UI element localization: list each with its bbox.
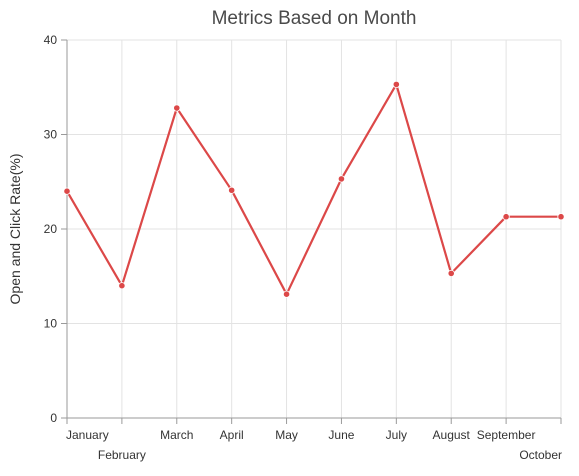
data-point-may (282, 290, 291, 298)
data-point-march (173, 104, 181, 112)
y-tick-label-1: 10 (44, 317, 58, 331)
data-point-october (557, 213, 565, 221)
data-point-august (447, 269, 455, 278)
x-tick-label-march: March (160, 428, 193, 442)
x-tick-label-april: April (220, 428, 244, 442)
x-tick-label-august: August (433, 428, 471, 442)
data-point-february (118, 282, 126, 290)
y-axis-title: Open and Click Rate(%) (7, 154, 23, 305)
x-tick-label-january: January (66, 428, 109, 442)
series-layer (63, 80, 565, 298)
x-tick-label-october: October (519, 448, 562, 462)
axes (61, 39, 562, 424)
y-tick-label-4: 40 (44, 33, 58, 47)
grid-lines (67, 39, 562, 418)
data-point-september (502, 213, 510, 221)
data-point-january (63, 187, 71, 195)
chart-title: Metrics Based on Month (212, 8, 417, 29)
series-line-0 (66, 83, 561, 296)
x-tick-label-september: September (477, 428, 536, 442)
x-tick-label-february: February (98, 448, 146, 462)
y-tick-label-0: 0 (50, 411, 57, 425)
data-point-july (392, 80, 400, 89)
x-tick-label-may: May (275, 428, 298, 442)
data-point-april (228, 186, 236, 194)
data-point-june (337, 175, 346, 183)
x-tick-label-june: June (328, 428, 354, 442)
tick-labels: 0 10 20 30 40 January February March April May Jun… (44, 33, 562, 462)
y-tick-label-2: 20 (44, 222, 58, 236)
x-tick-label-july: July (386, 428, 407, 442)
y-tick-label-3: 30 (44, 128, 58, 142)
